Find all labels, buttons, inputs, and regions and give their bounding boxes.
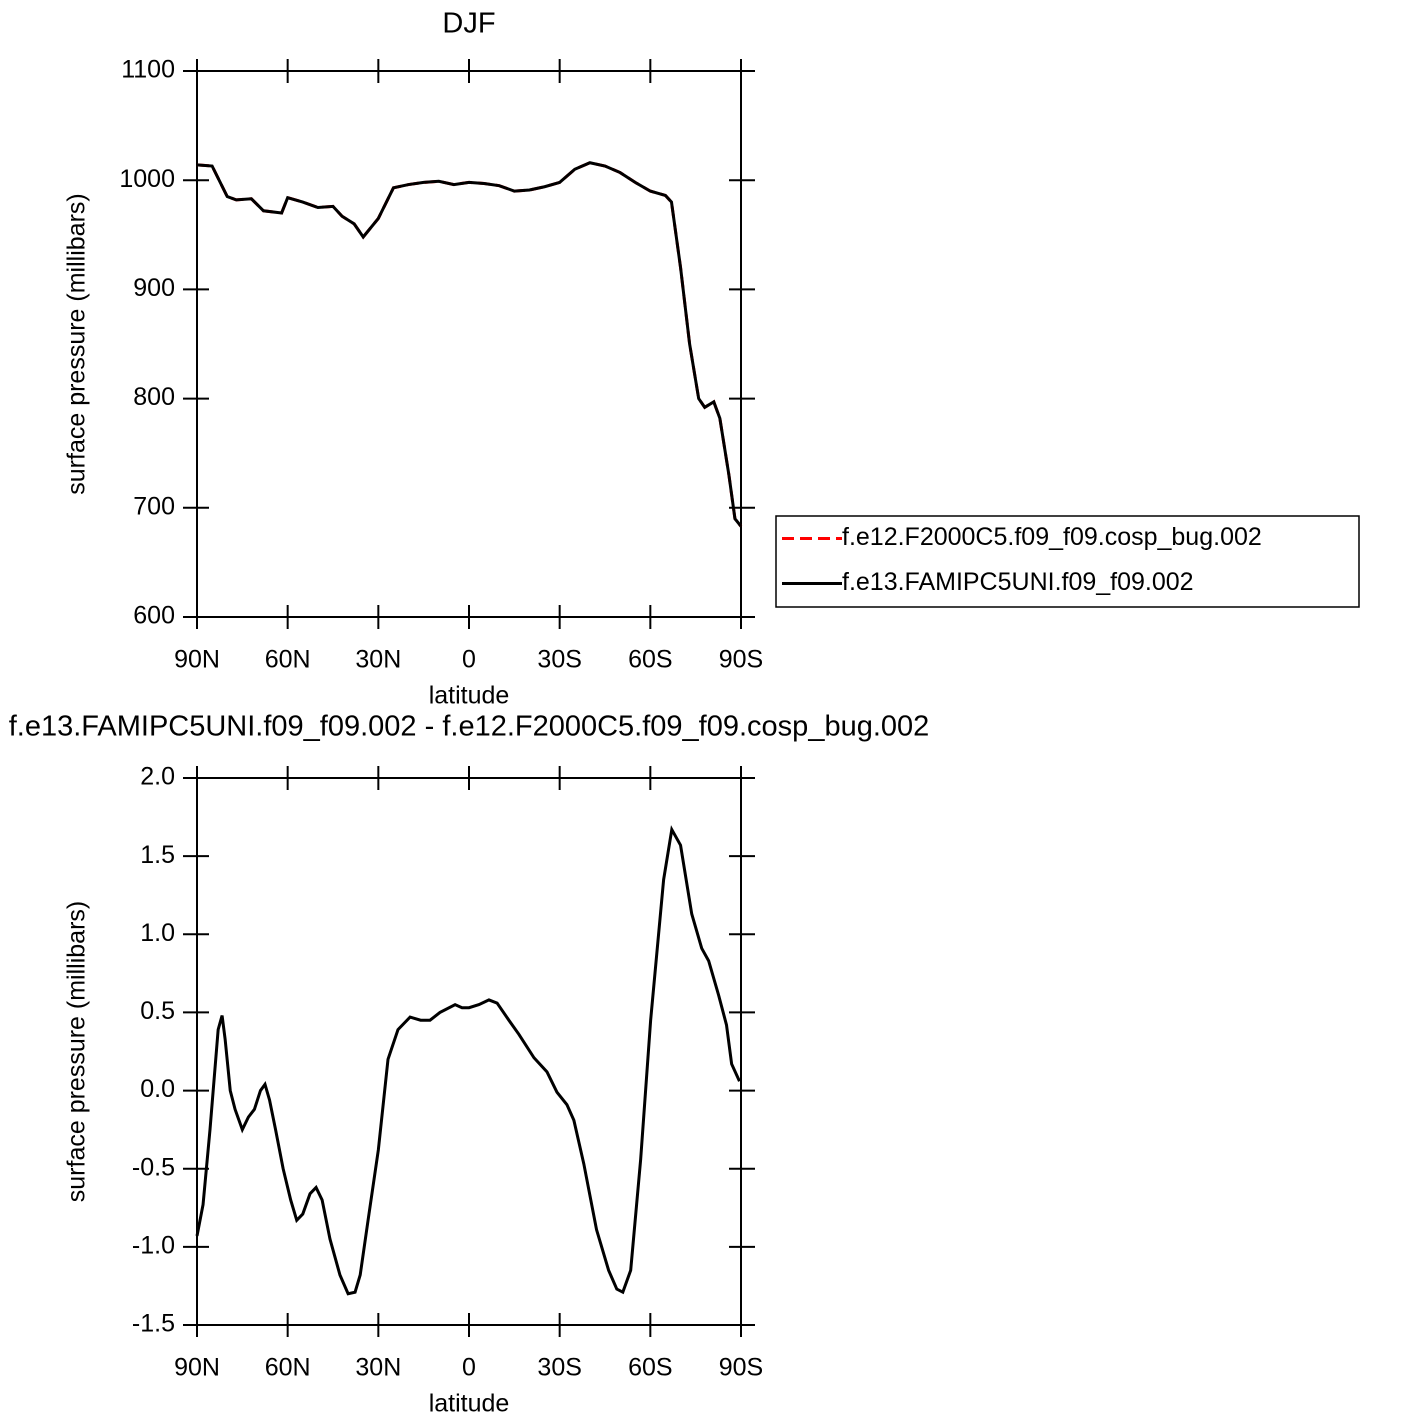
legend-box [775, 515, 1360, 608]
x-tick-label: 60S [628, 646, 672, 674]
y-tick-label: 0.5 [140, 997, 175, 1025]
x-tick-label: 30S [537, 1354, 581, 1382]
x-tick-label: 90N [174, 646, 220, 674]
y-tick-label: 600 [133, 602, 175, 630]
y-tick-label: -0.5 [132, 1153, 175, 1181]
x-tick-label: 60N [265, 1354, 311, 1382]
x-tick-label: 30N [355, 1354, 401, 1382]
plot-frame [196, 777, 742, 1326]
y-tick-label: -1.5 [132, 1310, 175, 1338]
y-tick-label: 1.5 [140, 841, 175, 869]
y-tick-label: -1.0 [132, 1231, 175, 1259]
x-tick-label: 0 [462, 1354, 476, 1382]
x-tick-label: 60S [628, 1354, 672, 1382]
x-tick-label: 0 [462, 646, 476, 674]
y-axis-label: surface pressure (millibars) [63, 193, 91, 494]
y-tick-label: 1.0 [140, 919, 175, 947]
x-tick-label: 30S [537, 646, 581, 674]
y-axis-label: surface pressure (millibars) [63, 901, 91, 1202]
data-line [195, 825, 741, 1296]
legend-label: f.e12.F2000C5.f09_f09.cosp_bug.002 [842, 523, 1262, 551]
y-tick-label: 2.0 [140, 763, 175, 791]
legend-label: f.e13.FAMIPC5UNI.f09_f09.002 [842, 568, 1194, 596]
y-tick-label: 800 [133, 383, 175, 411]
chart-title: f.e13.FAMIPC5UNI.f09_f09.002 - f.e12.F20… [9, 711, 930, 743]
x-axis-label: latitude [429, 682, 510, 710]
y-tick-label: 1000 [119, 165, 175, 193]
x-tick-label: 30N [355, 646, 401, 674]
x-tick-label: 60N [265, 646, 311, 674]
x-axis-label: latitude [429, 1390, 510, 1418]
y-tick-label: 0.0 [140, 1075, 175, 1103]
x-tick-label: 90S [719, 1354, 763, 1382]
chart-title: DJF [442, 8, 495, 40]
x-tick-label: 90S [719, 646, 763, 674]
data-line [196, 161, 743, 528]
y-tick-label: 900 [133, 274, 175, 302]
y-tick-label: 1100 [121, 56, 175, 84]
plot-frame [196, 70, 742, 618]
x-tick-label: 90N [174, 1354, 220, 1382]
data-line [196, 161, 743, 528]
y-tick-label: 700 [133, 492, 175, 520]
